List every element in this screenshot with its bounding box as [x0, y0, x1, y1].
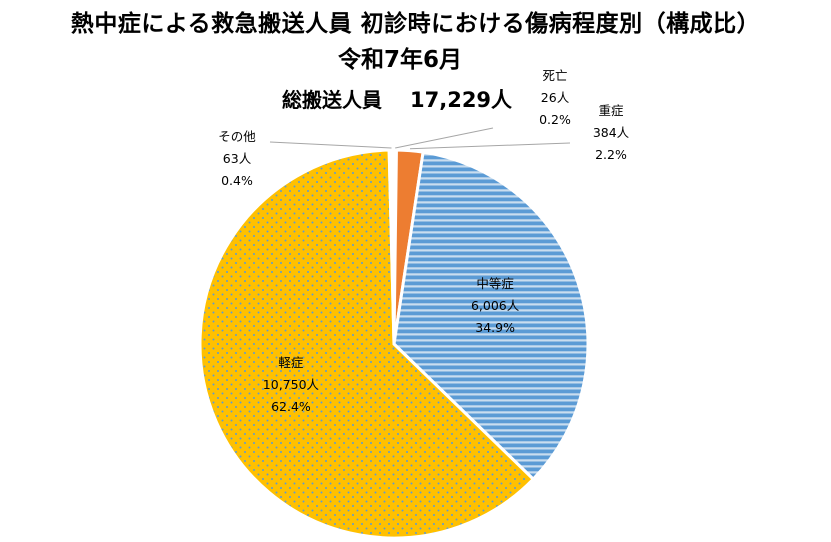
slice-label-name-2: 重症: [598, 103, 623, 118]
slice-label-name-5: その他: [218, 129, 256, 144]
pie-slice-3: [392, 150, 590, 481]
slice-label-count-3: 6,006人: [471, 298, 520, 313]
slice-label-percent-3: 34.9%: [475, 320, 515, 335]
pie-slice-4: [198, 148, 535, 540]
leader-line-5: [269, 141, 392, 149]
total-label: 総搬送人員: [282, 88, 382, 112]
slice-label-name-3: 中等症: [476, 276, 514, 291]
total-line: 総搬送人員 17,229人: [282, 84, 512, 114]
slice-label-percent-1: 0.2%: [539, 112, 571, 127]
slice-label-count-2: 384人: [593, 125, 630, 140]
slice-label-name-4: 軽症: [278, 355, 303, 370]
slice-label-name-1: 死亡: [542, 68, 567, 83]
slice-label-percent-5: 0.4%: [221, 173, 253, 188]
slice-label-count-1: 26人: [541, 90, 570, 105]
chart-subtitle: 令和7年6月: [337, 47, 462, 73]
leader-line-1: [395, 127, 494, 149]
total-value: 17,229人: [410, 88, 513, 112]
slice-label-percent-2: 2.2%: [595, 147, 627, 162]
slice-label-percent-4: 62.4%: [271, 399, 311, 414]
slice-label-count-5: 63人: [223, 151, 252, 166]
chart-title: 熱中症による救急搬送人員 初診時における傷病程度別（構成比）: [70, 11, 761, 37]
leader-line-2: [409, 142, 571, 150]
pie-slice-5: [387, 148, 396, 346]
slice-label-count-4: 10,750人: [263, 377, 320, 392]
